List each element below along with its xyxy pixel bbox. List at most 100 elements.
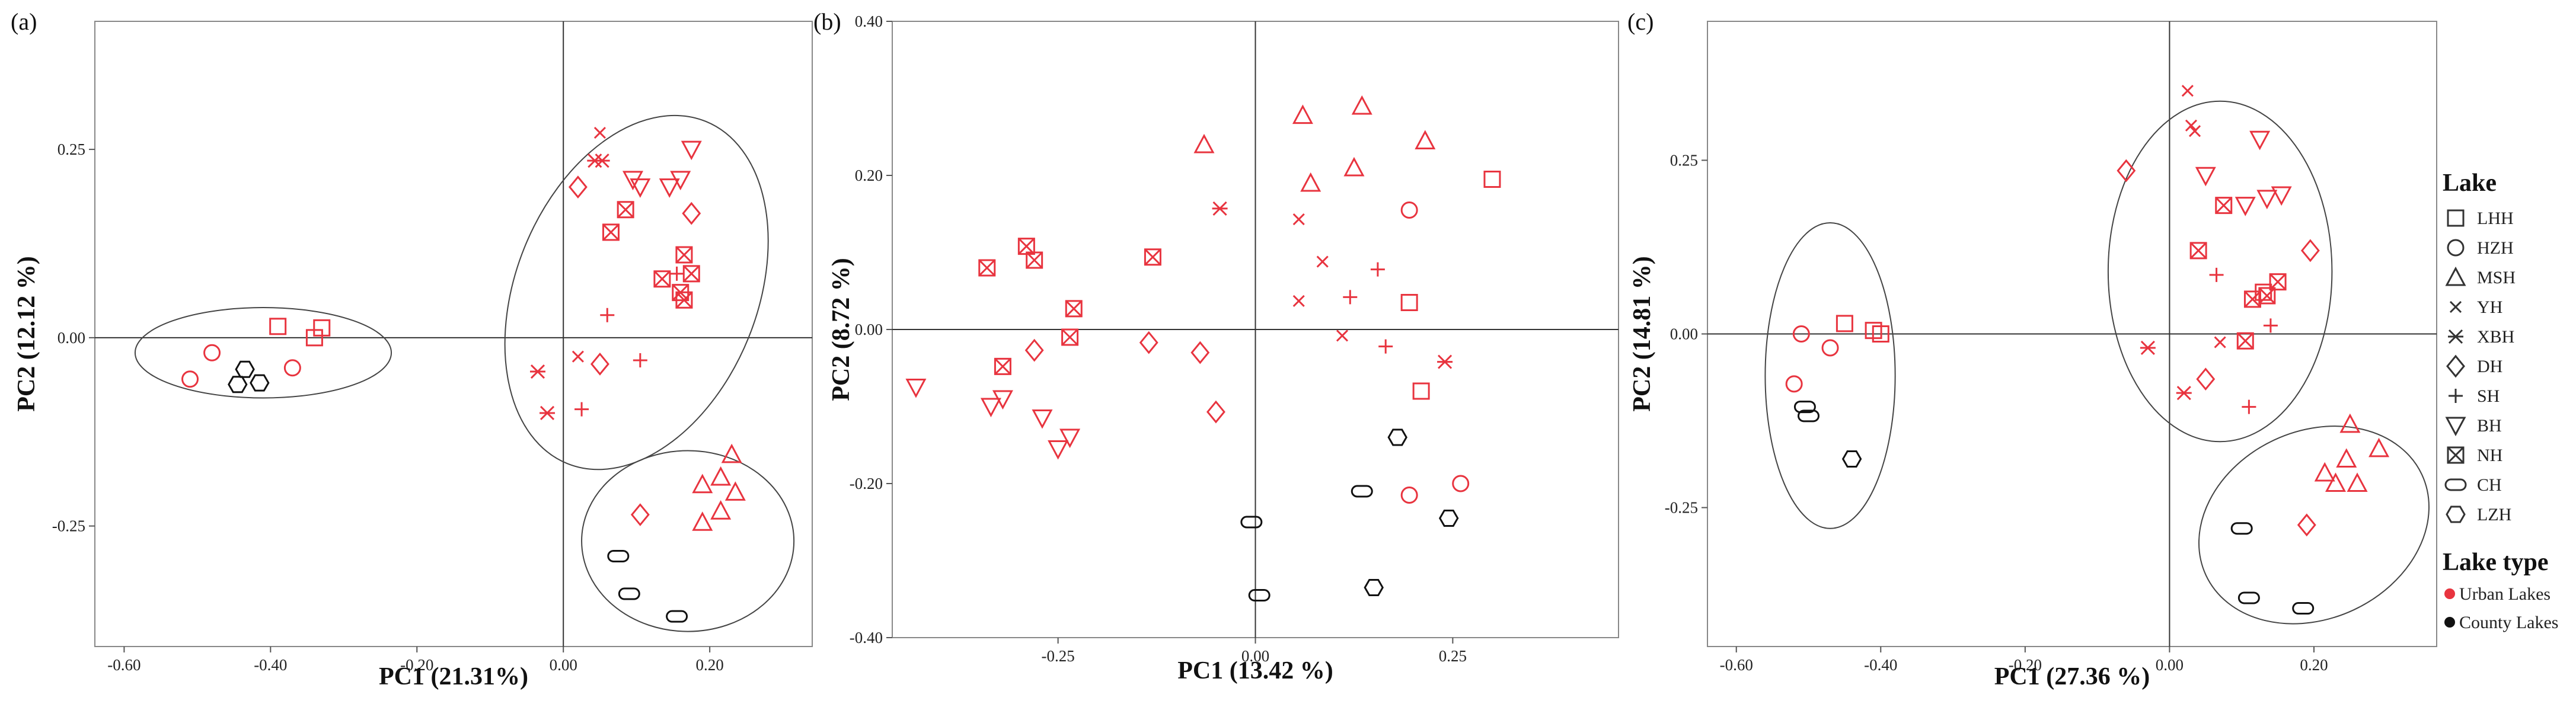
legend-marker-x <box>2449 300 2462 313</box>
point-diamond <box>2117 159 2136 183</box>
point-boxx <box>1017 238 1035 255</box>
legend-type-dot <box>2444 588 2455 599</box>
point-boxx <box>1061 328 1079 346</box>
panel-label: (a) <box>11 8 37 35</box>
point-boxx <box>653 270 671 288</box>
legend-lake-title: Lake <box>2443 169 2497 197</box>
legend-lake-label: NH <box>2477 446 2502 465</box>
legend-marker-hexagon <box>2446 505 2466 523</box>
point-x <box>2188 125 2201 137</box>
panel-label: (b) <box>813 8 841 35</box>
legend-marker-triangle-down <box>2445 417 2466 437</box>
y-axis-label: PC2 (12.12 %) <box>13 256 40 411</box>
cluster-ellipse <box>2107 100 2333 443</box>
point-triangle-down <box>659 178 680 198</box>
point-x <box>572 350 584 363</box>
x-tick-label: 0.25 <box>1439 647 1467 665</box>
point-boxx <box>1026 251 1043 269</box>
panel-label: (c) <box>1627 8 1654 35</box>
point-asterisk <box>2140 340 2156 356</box>
point-circle <box>283 359 301 377</box>
point-x <box>2185 119 2198 132</box>
point-capsule <box>1797 409 1820 423</box>
cluster-ellipse <box>134 307 392 399</box>
point-diamond <box>1024 338 1044 362</box>
legend-marker-diamond <box>2446 354 2465 378</box>
point-triangle <box>2336 448 2357 468</box>
point-circle <box>1452 475 1470 492</box>
point-circle <box>1792 325 1810 343</box>
point-triangle <box>2325 472 2347 492</box>
x-tick-label: 0.00 <box>1241 647 1269 665</box>
point-triangle <box>1351 95 1372 115</box>
point-asterisk <box>2176 386 2192 401</box>
x-axis-label: PC1 (27.36 %) <box>1994 663 2150 690</box>
legend-lake-label: MSH <box>2477 268 2516 287</box>
y-tick-label: 0.00 <box>1670 325 1698 343</box>
point-boxx <box>682 265 700 283</box>
point-triangle <box>692 511 713 531</box>
cluster-ellipse <box>2198 425 2430 625</box>
point-capsule <box>1351 485 1373 498</box>
point-triangle <box>1343 156 1365 177</box>
y-tick-label: 0.25 <box>58 140 85 158</box>
point-diamond <box>2300 239 2320 263</box>
point-boxx <box>994 357 1011 375</box>
x-tick-label: -0.20 <box>2009 656 2042 674</box>
point-square <box>2255 283 2272 301</box>
y-tick-label: 0.20 <box>855 167 883 184</box>
point-x <box>2181 85 2194 97</box>
point-triangle-down <box>1048 440 1069 460</box>
point-boxx <box>978 259 996 277</box>
panel-a: -0.60 -0.40 -0.20 0.00 0.20 -0.25 0.00 0.25 (a) P… <box>11 8 813 690</box>
point-capsule <box>2292 602 2315 615</box>
point-diamond <box>1206 400 1225 424</box>
point-circle <box>1400 201 1418 219</box>
point-triangle-down <box>1059 428 1081 449</box>
point-triangle-down <box>2271 186 2292 206</box>
legend-lake-label: CH <box>2477 475 2502 495</box>
legend-marker-triangle <box>2445 266 2466 286</box>
point-plus <box>574 402 589 417</box>
y-tick-label: -0.40 <box>850 629 883 647</box>
point-x <box>2214 336 2226 348</box>
point-asterisk <box>1437 354 1453 369</box>
x-tick-label: -0.40 <box>1864 656 1897 674</box>
point-triangle-down <box>670 171 691 191</box>
point-boxx <box>1144 248 1161 266</box>
legend-marker-capsule <box>2444 478 2467 491</box>
point-triangle-down <box>905 379 927 398</box>
legend-lake-label: BH <box>2477 416 2502 436</box>
y-tick-label: 0.40 <box>855 12 883 30</box>
point-triangle-down <box>1032 409 1053 429</box>
point-triangle-down <box>980 398 1001 418</box>
point-diamond <box>590 352 609 376</box>
point-circle <box>1785 375 1803 393</box>
point-triangle <box>1292 104 1313 124</box>
panel-b: -0.25 0.00 0.25 -0.40 -0.20 0.00 0.20 0.40 (b) PC… <box>813 8 1619 684</box>
legend-marker-square <box>2447 209 2465 227</box>
x-tick-label: -0.25 <box>1041 647 1074 665</box>
point-plus <box>2263 318 2278 333</box>
point-diamond <box>2196 367 2216 391</box>
point-triangle <box>710 500 732 520</box>
point-plus <box>669 266 684 281</box>
y-tick-label: -0.20 <box>850 475 883 492</box>
point-capsule <box>1240 516 1263 529</box>
point-capsule <box>607 549 630 562</box>
point-hexagon <box>1841 450 1862 468</box>
point-triangle <box>1415 130 1436 149</box>
legend-lake-label: DH <box>2477 357 2502 376</box>
point-capsule <box>2230 522 2253 535</box>
point-plus <box>1378 339 1393 354</box>
legend-lake-label: HZH <box>2477 238 2514 258</box>
legend-marker-boxx <box>2447 446 2465 464</box>
legend-marker-circle <box>2447 239 2465 257</box>
point-boxx <box>2189 242 2207 260</box>
point-asterisk <box>594 153 610 168</box>
point-hexagon <box>1364 579 1384 596</box>
point-boxx <box>675 246 693 264</box>
point-triangle-down <box>992 390 1013 410</box>
point-triangle-down <box>681 140 702 161</box>
